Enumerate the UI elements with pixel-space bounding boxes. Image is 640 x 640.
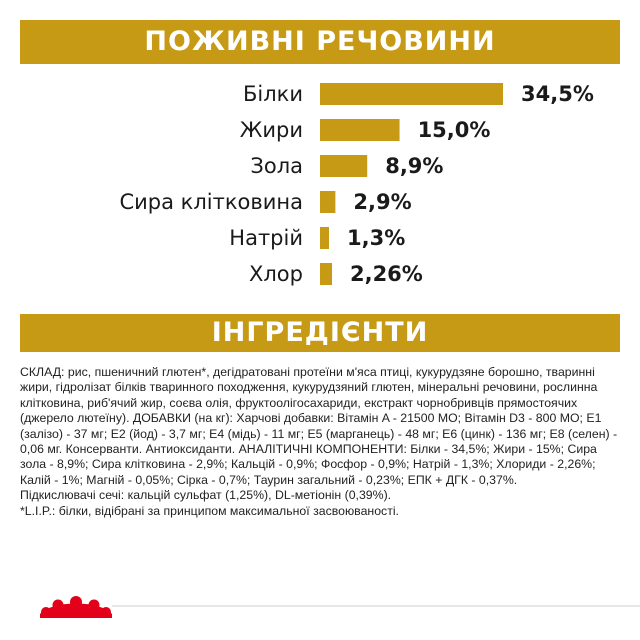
nutrient-label: Хлор [249,262,303,286]
nutrient-bar [320,227,329,249]
nutrients-chart: Білки 34,5% Жири 15,0% Зола 8,9% Сира кліткови… [119,82,594,286]
ingredients-footnote: *L.I.P.: білки, відібрані за принципом м… [20,503,399,518]
nutrient-label: Зола [250,154,303,178]
nutrient-value-label: 15,0% [418,118,491,142]
nutrient-label: Сира клітковина [119,190,303,214]
ingredients-title: ІНГРЕДІЄНТИ [20,314,620,352]
ingredients-composition: СКЛАД: рис, пшеничний глютен*, дегідрато… [20,365,618,487]
nutrient-label: Натрій [229,226,303,250]
nutrient-label: Жири [240,118,303,142]
nutrients-title: ПОЖИВНІ РЕЧОВИНИ [20,20,620,64]
nutrient-value-label: 8,9% [385,154,443,178]
nutrient-bar [320,119,400,141]
royal-canin-crown-icon [40,596,112,618]
nutrient-value-label: 1,3% [347,226,405,250]
nutrient-label: Білки [243,82,303,106]
nutrient-bar [320,191,336,213]
nutrient-value-label: 2,9% [353,190,411,214]
ingredients-acidifiers: Підкислювачі сечі: кальцій сульфат (1,25… [20,488,392,503]
ingredients-text: СКЛАД: рис, пшеничний глютен*, дегідрато… [20,365,624,519]
nutrient-bar [320,83,503,105]
brand-footer [40,596,640,618]
nutrient-bar [320,155,368,177]
nutrient-value-label: 34,5% [521,82,594,106]
nutrient-value-label: 2,26% [350,262,423,286]
nutrient-bar [320,263,332,285]
